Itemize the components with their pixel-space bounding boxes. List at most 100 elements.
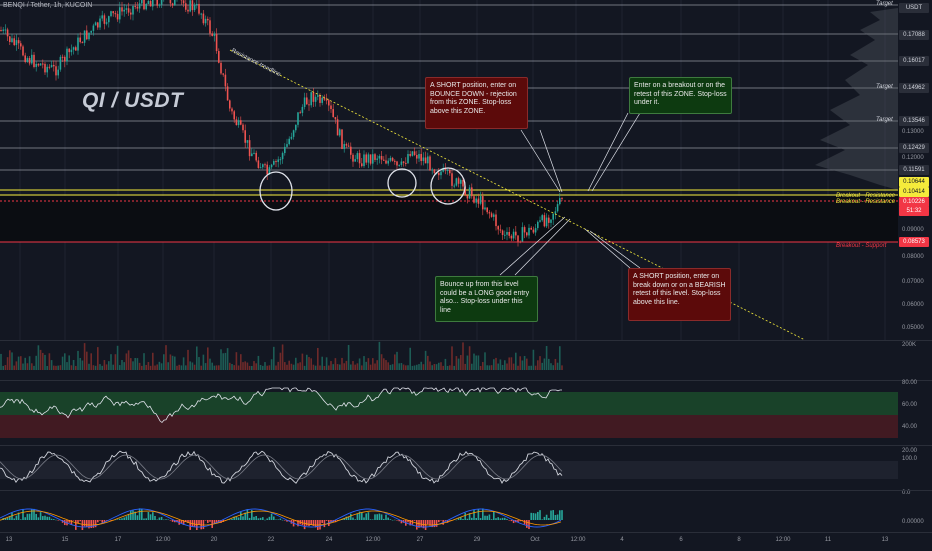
volume-bar xyxy=(55,366,57,370)
currency-badge[interactable]: USDT xyxy=(899,3,929,13)
candle xyxy=(319,95,321,103)
macd-histogram-bar xyxy=(139,508,141,520)
candle xyxy=(137,7,139,9)
volume-bar xyxy=(423,364,425,370)
volume-bar xyxy=(559,346,561,370)
note-short-bounce[interactable]: A SHORT position, enter on BOUNCE DOWN -… xyxy=(425,77,528,129)
candle xyxy=(38,64,40,66)
macd-histogram-bar xyxy=(20,519,22,520)
volume-bar xyxy=(68,355,70,370)
macd-histogram-bar xyxy=(229,520,231,521)
macd-histogram-bar xyxy=(537,512,539,520)
time-label: 24 xyxy=(326,537,333,543)
volume-bar xyxy=(280,353,282,370)
macd-histogram-bar xyxy=(189,520,191,530)
volume-bar xyxy=(502,365,504,370)
candle xyxy=(533,230,535,233)
candle xyxy=(304,97,306,106)
candle xyxy=(519,241,521,242)
volume-bar xyxy=(491,365,493,370)
volume-bar xyxy=(414,365,416,370)
macd-histogram-bar xyxy=(471,518,473,520)
time-label: 15 xyxy=(62,537,69,543)
candle xyxy=(544,215,546,226)
candle xyxy=(128,8,130,12)
candle xyxy=(528,228,530,236)
candle xyxy=(264,164,266,165)
macd-histogram-bar xyxy=(308,520,310,526)
candle xyxy=(71,50,73,52)
time-label: 12:00 xyxy=(775,537,790,543)
macd-histogram-bar xyxy=(557,514,559,520)
time-axis[interactable] xyxy=(0,532,932,551)
macd-histogram-bar xyxy=(253,517,255,520)
volume-bar xyxy=(387,362,389,370)
note-breakout-long[interactable]: Enter on a breakout or on the retest of … xyxy=(629,77,732,114)
macd-histogram-bar xyxy=(394,520,396,521)
macd-histogram-bar xyxy=(194,520,196,527)
volume-bar xyxy=(178,365,180,370)
volume-bar xyxy=(240,354,242,370)
volume-bar xyxy=(174,357,176,370)
candle xyxy=(396,161,398,165)
macd-histogram-bar xyxy=(392,520,394,521)
candle xyxy=(189,0,191,11)
macd-histogram-bar xyxy=(119,519,121,520)
note-bounce-long[interactable]: Bounce up from this level could be a LON… xyxy=(435,276,538,322)
macd-histogram-bar xyxy=(42,516,44,520)
volume-bar xyxy=(357,363,359,370)
volume-bar xyxy=(170,354,172,370)
volume-bar xyxy=(249,366,251,370)
volume-bar xyxy=(218,365,220,370)
volume-bar xyxy=(143,353,145,370)
candle-countdown: 51:32 xyxy=(899,206,929,216)
volume-pane[interactable] xyxy=(0,340,932,380)
macd-histogram-bar xyxy=(240,512,242,520)
volume-bar xyxy=(284,362,286,370)
price-label: 0.10644 xyxy=(899,177,929,187)
candle xyxy=(79,38,81,43)
candle xyxy=(548,218,550,223)
candle xyxy=(49,67,51,68)
candle xyxy=(504,235,506,236)
volume-bar xyxy=(341,358,343,370)
macd-histogram-bar xyxy=(354,519,356,520)
macd-histogram-bar xyxy=(535,513,537,520)
candle xyxy=(482,196,484,209)
candle xyxy=(255,153,257,161)
price-label: 0.12429 xyxy=(899,143,929,153)
volume-bar xyxy=(396,352,398,370)
rsi-pane[interactable] xyxy=(0,380,932,445)
macd-pane[interactable] xyxy=(0,490,932,530)
volume-bar xyxy=(95,366,97,370)
volume-bar xyxy=(330,361,332,370)
volume-bar xyxy=(394,354,396,370)
volume-bar xyxy=(22,364,24,370)
macd-histogram-bar xyxy=(156,519,158,520)
macd-histogram-bar xyxy=(46,517,48,520)
candle xyxy=(150,1,152,6)
candle xyxy=(526,232,528,235)
candle xyxy=(233,111,235,119)
volume-bar xyxy=(420,362,422,370)
volume-bar xyxy=(431,365,433,370)
volume-bar xyxy=(374,363,376,370)
candle xyxy=(240,120,242,124)
macd-histogram-bar xyxy=(247,509,249,520)
volume-bar xyxy=(31,363,33,370)
note-short-breakdown[interactable]: A SHORT position, enter on break down or… xyxy=(628,268,731,321)
volume-bar xyxy=(436,364,438,370)
volume-bar xyxy=(5,365,7,370)
stoch-rsi-pane[interactable] xyxy=(0,445,932,490)
macd-histogram-bar xyxy=(506,519,508,520)
candle xyxy=(115,13,117,14)
candle xyxy=(57,70,59,76)
candle xyxy=(33,55,35,67)
candle xyxy=(90,31,92,33)
volume-bar xyxy=(434,364,436,370)
time-label: 8 xyxy=(737,537,740,543)
volume-bar xyxy=(440,362,442,370)
candle xyxy=(381,156,383,160)
candle xyxy=(302,107,304,113)
time-label: 20 xyxy=(211,537,218,543)
